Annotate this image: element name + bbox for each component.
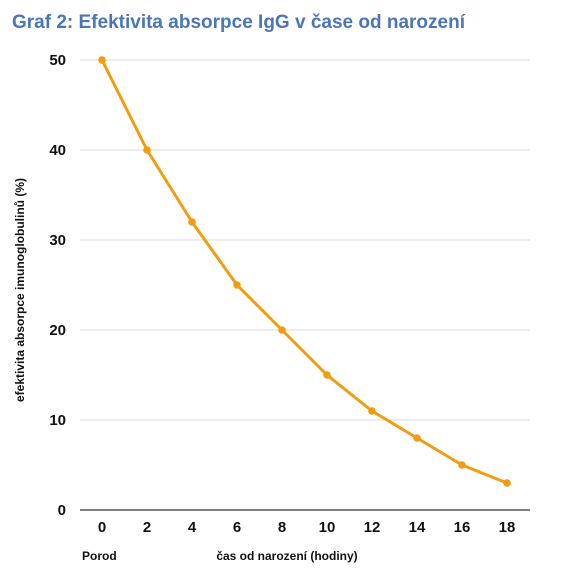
data-point [368,407,376,415]
data-point [413,434,421,442]
y-tick-label: 20 [49,322,66,339]
data-point [323,371,331,379]
y-tick-label: 0 [58,502,66,519]
data-point [188,218,196,226]
x-axis-label: čas od narození (hodiny) [216,549,357,563]
x-tick-label: 6 [233,519,241,536]
y-tick-label: 10 [49,412,66,429]
gridlines [80,59,530,511]
series-layer [98,56,511,487]
x-tick-label: 2 [143,519,151,536]
y-axis-label: efektivita absorpce imunoglobulinů (%) [13,178,27,402]
x-tick-label: 4 [188,519,197,536]
x-tick-label: 18 [499,519,516,536]
y-axis-ticks: 0 10 20 30 40 50 [49,52,66,519]
x-tick-label: 10 [319,519,336,536]
data-point [503,479,511,487]
x-tick-label: 16 [454,519,471,536]
x-tick-label: 12 [364,519,381,536]
chart-title: Graf 2: Efektivita absorpce IgG v čase o… [12,12,466,33]
data-point [143,146,151,154]
data-point [98,56,106,64]
y-tick-label: 30 [49,232,66,249]
x-tick-label: 8 [278,519,286,536]
x-axis-ticks: 0 2 4 6 8 10 12 14 16 18 [98,519,516,536]
y-tick-label: 50 [49,52,66,69]
data-point [233,281,241,289]
x-tick-label: 0 [98,519,106,536]
x-axis-first-label: Porod [82,549,117,563]
data-point [458,461,466,469]
y-tick-label: 40 [49,142,66,159]
x-tick-label: 14 [409,519,426,536]
data-point [278,326,286,334]
series-line [100,58,509,485]
